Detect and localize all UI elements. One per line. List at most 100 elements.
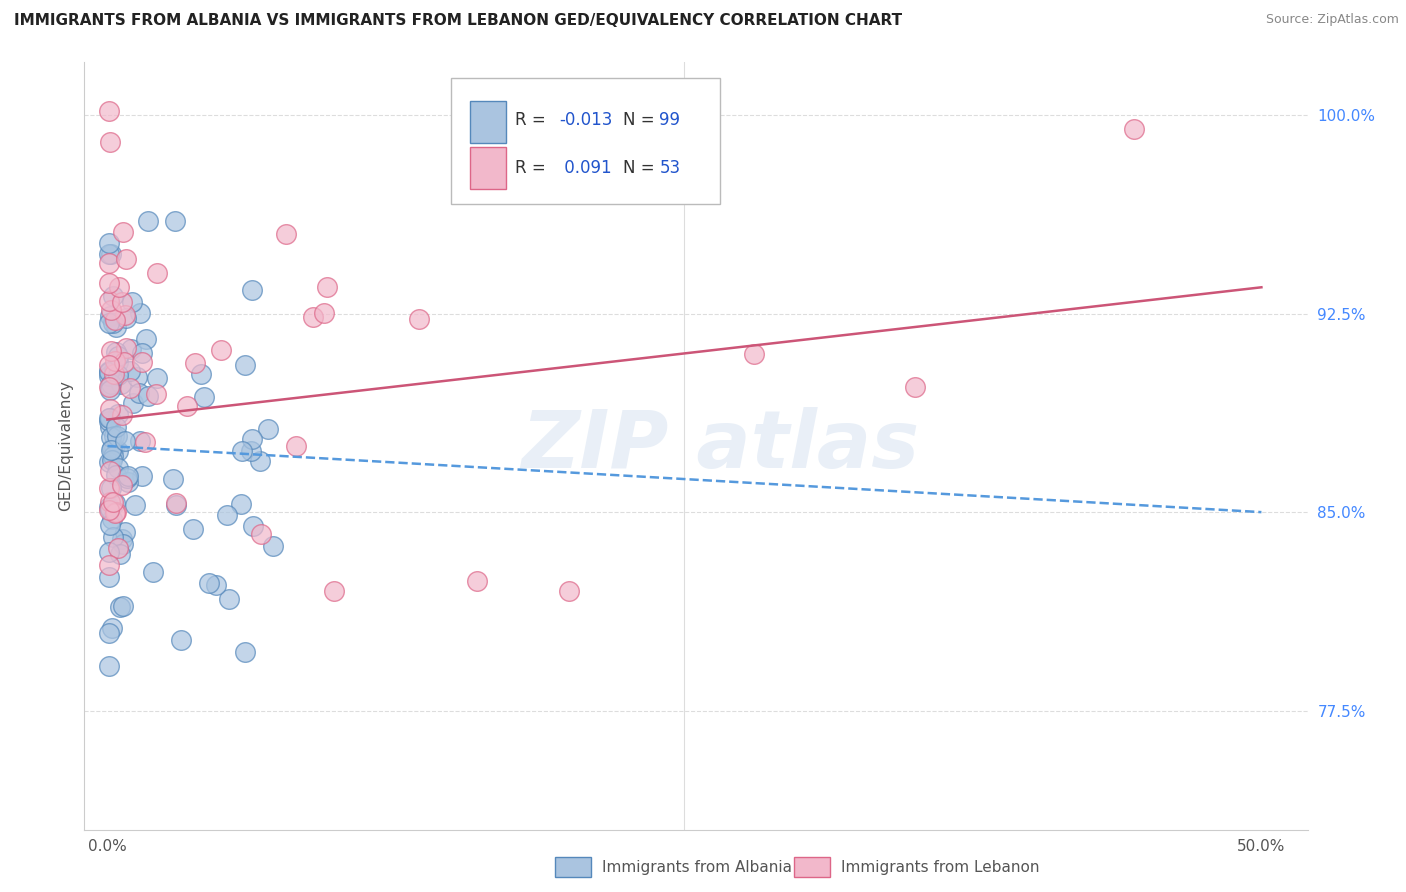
Point [98, 378, 121, 392]
Point [108, 599, 131, 614]
Bar [470, 101, 506, 143]
Point [98, 414, 121, 428]
Point [100, 511, 122, 525]
Point [111, 294, 134, 309]
Point [103, 442, 125, 456]
Point [904, 380, 927, 394]
Point [122, 396, 145, 410]
Point [98, 309, 121, 323]
Point [121, 295, 143, 310]
Point [103, 367, 125, 381]
Point [134, 434, 156, 449]
Point [98, 384, 121, 398]
Point [128, 434, 150, 449]
Point [117, 468, 139, 483]
Point [117, 475, 139, 489]
Point [97, 481, 120, 495]
Point [104, 320, 127, 334]
Text: 53: 53 [659, 159, 681, 177]
Text: N =: N = [623, 111, 659, 129]
Point [104, 506, 127, 520]
Point [103, 495, 125, 509]
Point [165, 498, 187, 512]
Text: -0.013: -0.013 [560, 111, 613, 129]
Point [97, 364, 120, 378]
Point [107, 355, 129, 369]
Point [128, 306, 150, 320]
Point [131, 346, 153, 360]
Point [1123, 121, 1146, 136]
Point [97, 256, 120, 270]
Point [97, 626, 120, 640]
Point [558, 584, 581, 599]
Point [98, 495, 121, 509]
Point [162, 472, 184, 486]
Point [97, 277, 120, 291]
Point [105, 428, 128, 442]
Point [104, 505, 127, 519]
Text: Immigrants from Lebanon: Immigrants from Lebanon [841, 860, 1039, 874]
Point [131, 469, 153, 483]
Point [239, 444, 262, 458]
Point [118, 364, 141, 378]
Point [114, 252, 136, 267]
Point [98, 419, 121, 434]
Point [218, 591, 240, 606]
Point [103, 363, 125, 377]
Point [97, 545, 120, 559]
Point [98, 135, 121, 149]
Point [97, 358, 120, 372]
Text: 99: 99 [659, 111, 681, 129]
Point [136, 214, 159, 228]
Point [111, 537, 134, 551]
Point [105, 420, 128, 434]
Point [100, 344, 122, 359]
Point [198, 575, 221, 590]
Point [98, 410, 121, 425]
Point [322, 583, 344, 598]
Point [107, 444, 129, 458]
Point [257, 422, 280, 436]
Text: IMMIGRANTS FROM ALBANIA VS IMMIGRANTS FROM LEBANON GED/EQUIVALENCY CORRELATION C: IMMIGRANTS FROM ALBANIA VS IMMIGRANTS FR… [14, 13, 903, 29]
Point [100, 481, 122, 495]
Point [98, 558, 121, 572]
Point [276, 227, 298, 241]
Point [100, 442, 122, 457]
Text: Immigrants from Albania: Immigrants from Albania [602, 860, 792, 874]
Point [98, 464, 121, 478]
Point [165, 496, 187, 510]
Point [108, 547, 131, 561]
Point [107, 350, 129, 364]
Point [100, 453, 122, 467]
Point [115, 311, 138, 326]
Text: 0.091: 0.091 [560, 159, 612, 177]
Point [111, 225, 134, 239]
Point [165, 214, 187, 228]
Point [312, 306, 335, 320]
Point [105, 345, 128, 359]
Point [181, 522, 204, 536]
Point [233, 645, 256, 659]
Point [231, 443, 253, 458]
Point [108, 279, 131, 293]
Point [408, 312, 430, 326]
Point [98, 570, 121, 584]
Point [98, 401, 121, 416]
Point [104, 468, 127, 483]
Point [146, 370, 169, 384]
Point [114, 525, 136, 540]
Point [103, 429, 125, 443]
Point [465, 574, 488, 589]
Point [100, 246, 122, 260]
Point [190, 368, 212, 382]
Point [97, 316, 120, 330]
Text: R =: R = [515, 159, 551, 177]
Point [98, 369, 121, 384]
Point [97, 247, 120, 261]
Point [107, 368, 129, 382]
Bar [470, 147, 506, 189]
Point [107, 461, 129, 475]
Point [98, 518, 121, 533]
Point [249, 453, 271, 467]
Point [97, 380, 120, 394]
